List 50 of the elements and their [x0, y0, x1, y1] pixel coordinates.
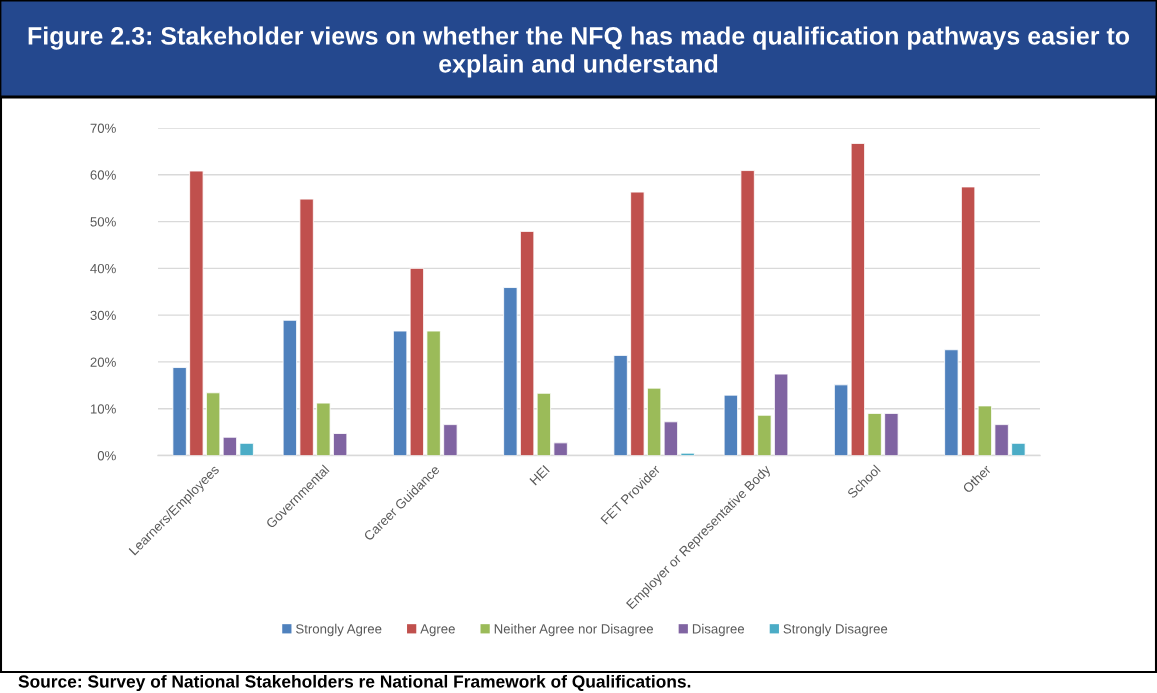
- y-tick-label: 30%: [90, 310, 116, 321]
- bar: [740, 170, 755, 456]
- chart-title: Figure 2.3: Stakeholder views on whether the NFQ has made qualification pathways easier to explain and understand: [28, 26, 1130, 78]
- bar: [960, 186, 976, 456]
- y-tick-label: 20%: [90, 357, 116, 367]
- bar: [553, 442, 568, 456]
- bar: [630, 191, 645, 456]
- bar: [503, 287, 518, 456]
- bar: [944, 349, 959, 456]
- legend-label: Strongly Agree: [296, 623, 382, 637]
- bar: [994, 424, 1009, 456]
- y-tick-label: 50%: [90, 217, 116, 227]
- bar: [222, 436, 238, 456]
- bar: [646, 387, 662, 456]
- bar: [282, 319, 297, 456]
- bar: [833, 384, 849, 456]
- y-tick-label: 60%: [90, 170, 116, 180]
- bar: [536, 392, 552, 456]
- bar: [332, 433, 348, 456]
- bar: [977, 405, 993, 456]
- bar: [443, 424, 458, 456]
- y-tick-label: 0%: [97, 451, 116, 461]
- bar: [867, 412, 882, 456]
- bar: [519, 230, 535, 456]
- bar: [613, 354, 628, 456]
- bar: [172, 367, 187, 456]
- legend-label: Strongly Disagree: [783, 623, 888, 637]
- bar: [663, 421, 679, 456]
- bar: [850, 143, 866, 456]
- bar: [392, 330, 408, 456]
- bar: [884, 412, 899, 456]
- x-tick-label: HEI: [529, 465, 550, 486]
- legend-label: Neither Agree nor Disagree: [494, 623, 653, 637]
- legend-label: Agree: [420, 624, 455, 637]
- bar: [1011, 442, 1026, 456]
- legend-label: Disagree: [692, 623, 745, 637]
- bar: [426, 330, 441, 456]
- bar: [316, 402, 331, 456]
- bar: [205, 392, 221, 456]
- bar: [299, 198, 314, 456]
- bar: [773, 373, 789, 456]
- source-note: Source: Survey of National Stakeholders re National Framework of Qualifications.: [18, 674, 691, 692]
- bar: [409, 267, 425, 456]
- bar: [239, 442, 254, 456]
- y-tick-label: 40%: [90, 263, 116, 274]
- bar: [189, 170, 204, 456]
- y-tick-label: 70%: [90, 123, 116, 133]
- bar: [723, 394, 738, 456]
- bar: [757, 414, 772, 456]
- y-tick-label: 10%: [90, 404, 116, 414]
